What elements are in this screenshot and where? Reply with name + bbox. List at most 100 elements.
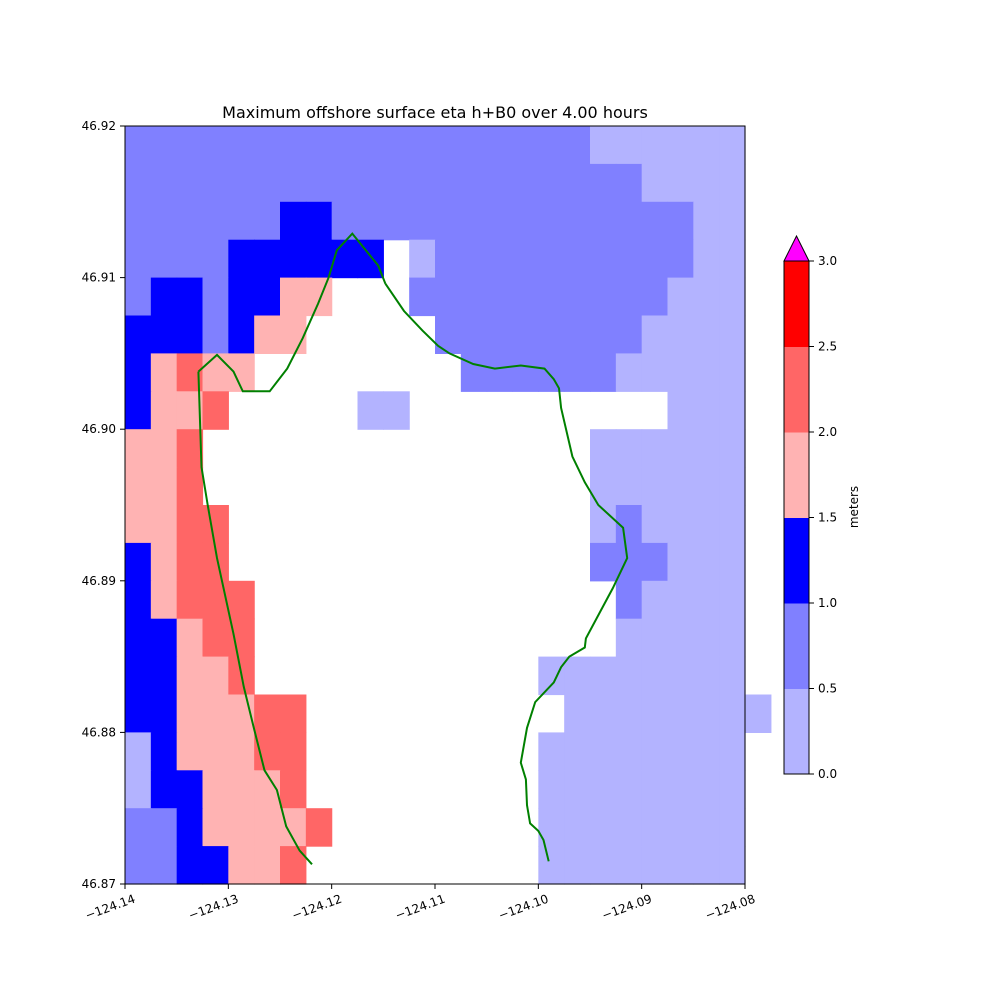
heatmap-cell bbox=[254, 732, 281, 771]
heatmap-cell bbox=[228, 126, 255, 165]
heatmap-cell bbox=[564, 126, 591, 165]
heatmap-cell bbox=[254, 163, 281, 203]
heatmap-cell bbox=[667, 126, 694, 165]
heatmap-cell bbox=[409, 277, 436, 317]
heatmap-cell bbox=[512, 353, 539, 392]
heatmap-cell bbox=[590, 656, 617, 696]
heatmap-cell bbox=[590, 808, 617, 847]
colorbar-tick-label: 0.0 bbox=[818, 767, 837, 781]
heatmap-cell bbox=[280, 732, 307, 771]
heatmap-cell bbox=[693, 163, 720, 203]
heatmap-cell bbox=[641, 542, 669, 582]
heatmap-cell bbox=[125, 808, 152, 847]
heatmap-cell bbox=[615, 618, 643, 658]
heatmap-cell bbox=[512, 315, 539, 354]
heatmap-cell bbox=[693, 467, 720, 506]
heatmap-cell bbox=[641, 770, 669, 809]
heatmap-cell bbox=[409, 201, 436, 241]
heatmap-cell bbox=[667, 580, 694, 620]
heatmap-cell bbox=[641, 126, 669, 165]
heatmap-cell bbox=[202, 656, 229, 696]
heatmap-cell bbox=[254, 126, 281, 165]
heatmap-cell bbox=[512, 277, 539, 317]
heatmap-cell bbox=[641, 163, 669, 203]
heatmap-cell bbox=[641, 580, 669, 620]
heatmap-cell bbox=[125, 201, 152, 241]
heatmap-cell bbox=[590, 163, 617, 203]
heatmap-cell bbox=[486, 353, 514, 392]
heatmap-cell bbox=[564, 353, 591, 392]
coastline bbox=[197, 232, 629, 865]
heatmap-cell bbox=[641, 353, 669, 392]
heatmap-cell bbox=[719, 542, 746, 582]
heatmap-cell bbox=[538, 808, 565, 847]
heatmap-cell bbox=[125, 770, 152, 809]
heatmap-cell bbox=[693, 277, 720, 317]
heatmap-cell bbox=[176, 505, 204, 544]
heatmap-cell bbox=[228, 808, 255, 847]
colorbar-tick-label: 2.0 bbox=[818, 425, 837, 439]
heatmap-cell bbox=[202, 505, 229, 544]
heatmap-cell bbox=[615, 163, 643, 203]
heatmap-cell bbox=[383, 201, 410, 241]
heatmap-cell bbox=[460, 315, 488, 354]
heatmap-cell bbox=[383, 391, 410, 430]
heatmap-cell bbox=[150, 201, 178, 241]
heatmap-cell bbox=[667, 391, 694, 430]
heatmap-cell bbox=[202, 732, 229, 771]
heatmap-cell bbox=[719, 391, 746, 430]
heatmap-cell bbox=[538, 163, 565, 203]
heatmap-cell bbox=[564, 808, 591, 847]
heatmap-cell bbox=[202, 808, 229, 847]
heatmap-cell bbox=[693, 694, 720, 733]
y-tick-label: 46.87 bbox=[82, 877, 116, 891]
heatmap-cell bbox=[125, 732, 152, 771]
heatmap-cell bbox=[538, 656, 565, 696]
heatmap-cell bbox=[667, 732, 694, 771]
heatmap-cell bbox=[125, 429, 152, 468]
heatmap-cell bbox=[357, 163, 384, 203]
heatmap-cell bbox=[719, 618, 746, 658]
chart-title: Maximum offshore surface eta h+B0 over 4… bbox=[222, 103, 648, 122]
heatmap-cell bbox=[125, 353, 152, 392]
heatmap-cell bbox=[280, 846, 307, 885]
heatmap-cell bbox=[641, 277, 669, 317]
heatmap-cell bbox=[125, 391, 152, 430]
heatmap-cell bbox=[460, 201, 488, 241]
colorbar-label: meters bbox=[847, 486, 861, 528]
heatmap-cell bbox=[667, 353, 694, 392]
heatmap-cell bbox=[641, 846, 669, 885]
heatmap-cell bbox=[693, 732, 720, 771]
heatmap-cell bbox=[693, 846, 720, 885]
heatmap-cell bbox=[719, 808, 746, 847]
heatmap-cell bbox=[280, 277, 307, 317]
heatmap-cell bbox=[564, 694, 591, 733]
heatmap-cell bbox=[460, 277, 488, 317]
heatmap-cell bbox=[641, 467, 669, 506]
heatmap-cell bbox=[538, 732, 565, 771]
heatmap-cell bbox=[150, 808, 178, 847]
heatmap-cell bbox=[435, 239, 462, 279]
heatmap-cell bbox=[615, 429, 643, 468]
heatmap-cell bbox=[615, 808, 643, 847]
heatmap-cell bbox=[383, 163, 410, 203]
heatmap-cell bbox=[202, 126, 229, 165]
heatmap-cell bbox=[125, 163, 152, 203]
y-tick-label: 46.88 bbox=[82, 725, 116, 739]
heatmap-cell bbox=[693, 429, 720, 468]
heatmap-cell bbox=[202, 846, 229, 885]
heatmap-cell bbox=[641, 201, 669, 241]
heatmap-cell bbox=[719, 239, 746, 279]
heatmap-cell bbox=[667, 239, 694, 279]
heatmap-cell bbox=[667, 656, 694, 696]
heatmap-cell bbox=[615, 770, 643, 809]
heatmap-cell bbox=[538, 201, 565, 241]
heatmap-cell bbox=[615, 353, 643, 392]
heatmap-cell bbox=[719, 846, 746, 885]
heatmap-cell bbox=[667, 429, 694, 468]
heatmap-cell bbox=[228, 315, 255, 354]
heatmap-cell bbox=[409, 239, 436, 279]
heatmap-cell bbox=[357, 126, 384, 165]
heatmap-cell bbox=[486, 201, 514, 241]
